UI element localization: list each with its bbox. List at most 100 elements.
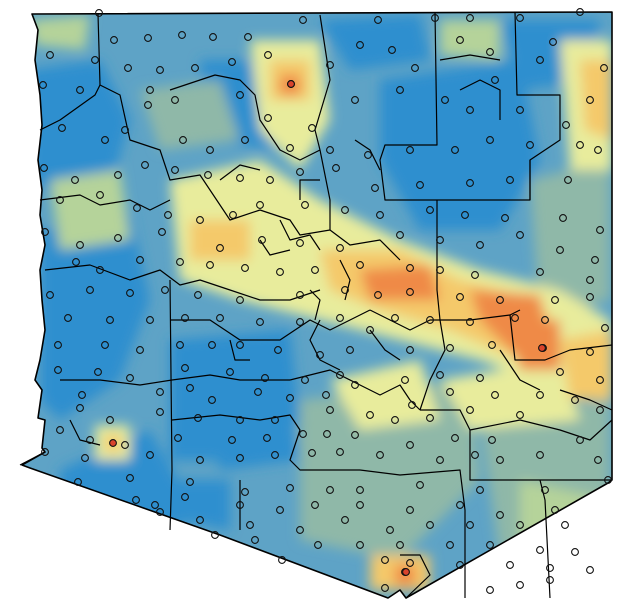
station-point [76, 241, 84, 249]
station-point [236, 341, 244, 349]
station-point [164, 211, 172, 219]
station-point [366, 411, 374, 419]
station-point [446, 541, 454, 549]
state-outline [21, 11, 613, 599]
station-point [549, 38, 557, 46]
station-point [151, 501, 159, 509]
station-point [426, 521, 434, 529]
station-point [396, 541, 404, 549]
station-point [181, 314, 189, 322]
station-point [491, 391, 499, 399]
station-point [446, 388, 454, 396]
station-point [301, 376, 309, 384]
station-point-peak [538, 344, 546, 352]
station-point [196, 516, 204, 524]
station-point [81, 454, 89, 462]
station-point [594, 456, 602, 464]
station-point [141, 161, 149, 169]
station-point [451, 434, 459, 442]
station-point [406, 559, 414, 567]
station-point [296, 168, 304, 176]
station-point [101, 136, 109, 144]
station-point [244, 33, 252, 41]
station-point [196, 456, 204, 464]
station-point [208, 341, 216, 349]
station-point [381, 556, 389, 564]
station-point [374, 16, 382, 24]
station-point [456, 561, 464, 569]
station-point [466, 106, 474, 114]
station-point [516, 231, 524, 239]
station-point [191, 64, 199, 72]
station-point [596, 406, 604, 414]
station-point [396, 86, 404, 94]
station-point [276, 506, 284, 514]
station-point [486, 541, 494, 549]
station-point [596, 226, 604, 234]
station-point [278, 556, 286, 564]
station-point [586, 348, 594, 356]
station-point [406, 288, 414, 296]
station-point [286, 144, 294, 152]
station-point [322, 391, 330, 399]
station-point [236, 416, 244, 424]
station-point [356, 501, 364, 509]
station-point [466, 318, 474, 326]
station-point [146, 86, 154, 94]
station-point [326, 406, 334, 414]
station-point [236, 91, 244, 99]
station-point [391, 416, 399, 424]
station-point [341, 286, 349, 294]
station-point [391, 314, 399, 322]
station-point [496, 511, 504, 519]
station-point [326, 146, 334, 154]
station-point [161, 286, 169, 294]
station-point [236, 501, 244, 509]
station-point [326, 486, 334, 494]
station-point [351, 381, 359, 389]
station-point [356, 486, 364, 494]
station-point [286, 484, 294, 492]
station-point [228, 436, 236, 444]
station-point [132, 496, 140, 504]
station-point [121, 126, 129, 134]
station-point [536, 391, 544, 399]
station-point [366, 326, 374, 334]
station-point [436, 266, 444, 274]
station-point [181, 364, 189, 372]
station-point [263, 434, 271, 442]
station-point [266, 176, 274, 184]
station-point [576, 436, 584, 444]
station-point [401, 376, 409, 384]
station-point [596, 376, 604, 384]
station-point [381, 584, 389, 592]
station-point [516, 521, 524, 529]
station-point [74, 478, 82, 486]
station-point [351, 96, 359, 104]
station-point [86, 286, 94, 294]
station-point [562, 121, 570, 129]
station-point [95, 9, 103, 17]
station-point [564, 176, 572, 184]
station-point [441, 96, 449, 104]
station-point [388, 46, 396, 54]
station-point [376, 211, 384, 219]
station-point [336, 314, 344, 322]
station-point [121, 441, 129, 449]
station-point [181, 493, 189, 501]
station-point [211, 531, 219, 539]
station-point [114, 234, 122, 242]
station-point [144, 34, 152, 42]
station-point [586, 276, 594, 284]
station-point [311, 266, 319, 274]
station-point [176, 341, 184, 349]
station-point [426, 414, 434, 422]
station-point [106, 416, 114, 424]
station-point [94, 368, 102, 376]
station-point [576, 141, 584, 149]
station-point [308, 124, 316, 132]
station-point [486, 586, 494, 594]
station-point [236, 454, 244, 462]
station-point [461, 211, 469, 219]
